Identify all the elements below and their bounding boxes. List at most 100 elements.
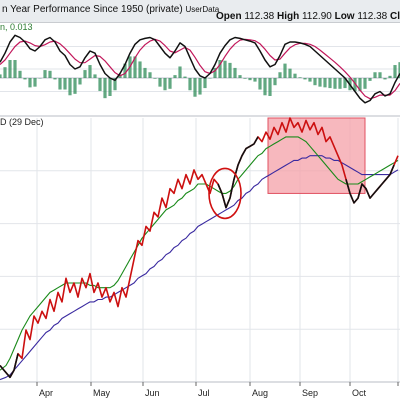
macd-histogram-bar (208, 78, 212, 79)
macd-histogram-bar (328, 78, 332, 89)
low-label: Low (334, 11, 355, 22)
x-tick-label: Sep (302, 388, 318, 398)
macd-histogram-bar (398, 62, 400, 78)
macd-histogram-bar (113, 78, 117, 91)
macd-histogram-bar (143, 67, 147, 78)
macd-histogram-bar (33, 78, 37, 87)
macd-histogram-bar (273, 78, 277, 86)
low-value: 112.38 (357, 11, 388, 22)
macd-line (0, 34, 400, 104)
macd-histogram-bar (358, 78, 362, 91)
chart-title-text: n Year Performance Since 1950 (private) (2, 4, 183, 15)
macd-histogram-bar (203, 78, 207, 89)
macd-histogram-bar (283, 63, 287, 78)
macd-histogram-bar (28, 78, 32, 88)
macd-histogram-bar (318, 78, 322, 87)
x-tick-label: Apr (39, 388, 53, 398)
macd-histogram-bar (388, 75, 392, 78)
macd-histogram-bar (223, 60, 227, 78)
macd-histogram-bar (268, 78, 272, 96)
x-tick-label: Jul (198, 388, 210, 398)
macd-histogram-bar (278, 72, 282, 78)
annotation-circle (208, 167, 242, 220)
macd-histogram-bar (378, 72, 382, 78)
macd-histogram-bar (78, 78, 82, 85)
high-label: High (276, 11, 300, 22)
price-line-black-segment (345, 164, 395, 204)
macd-histogram-bar (153, 78, 157, 79)
x-tick-label: Jun (145, 388, 160, 398)
macd-histogram-bar (8, 60, 12, 78)
macd-histogram-bar (343, 78, 347, 89)
price-legend-label: D (29 Dec) (0, 117, 44, 127)
price-line-black-segment (217, 136, 259, 209)
macd-histogram-bar (43, 70, 47, 78)
macd-histogram-bar (3, 67, 7, 78)
price-line (0, 117, 399, 379)
macd-histogram-bar (253, 78, 257, 82)
macd-histogram-bar (38, 78, 42, 79)
macd-signal-line (0, 38, 400, 100)
x-tick-label: Aug (252, 388, 268, 398)
macd-histogram-bar (238, 75, 242, 78)
macd-histogram-bar (183, 76, 187, 78)
macd-histogram-bar (173, 75, 177, 78)
macd-histogram-bar (323, 78, 327, 88)
macd-histogram-bar (163, 78, 167, 91)
macd-histogram-bar (0, 74, 2, 78)
macd-histogram-bar (373, 72, 377, 78)
macd-histogram-bar (123, 63, 127, 78)
macd-histogram-bar (138, 61, 142, 78)
high-value: 112.90 (301, 11, 332, 22)
macd-histogram-bar (103, 78, 107, 99)
close-label: Close (390, 11, 400, 22)
macd-histogram-bar (68, 78, 72, 96)
macd-histogram-bar (258, 78, 262, 90)
macd-histogram-bar (248, 78, 252, 81)
macd-histogram-bar (53, 78, 57, 80)
macd-histogram-bar (198, 78, 202, 95)
macd-histogram-bar (98, 78, 102, 91)
chart-header: n Year Performance Since 1950 (private) … (0, 0, 400, 23)
macd-histogram-bar (13, 60, 17, 78)
macd-histogram-bar (188, 78, 192, 91)
x-tick-label: May (93, 388, 111, 398)
macd-histogram-bar (48, 70, 52, 78)
macd-histogram-bar (298, 77, 302, 78)
macd-histogram-bar (363, 78, 367, 89)
macd-histogram-bar (338, 78, 342, 89)
macd-histogram-bar (133, 56, 137, 78)
macd-histogram-bar (288, 68, 292, 78)
macd-histogram-bar (333, 78, 337, 89)
macd-histogram-bar (393, 65, 397, 78)
open-label: Open (216, 11, 242, 22)
macd-histogram-bar (308, 78, 312, 82)
ohlc-readout: Open 112.38 High 112.90 Low 112.38 Close… (216, 11, 400, 22)
macd-histogram-bar (353, 78, 357, 91)
macd-histogram-bar (263, 78, 267, 96)
macd-histogram-bar (168, 78, 172, 89)
macd-histogram-bar (23, 78, 27, 80)
macd-histogram-bar (193, 78, 197, 97)
macd-histogram-bar (158, 78, 162, 87)
macd-histogram-bar (178, 66, 182, 78)
macd-histogram-bar (73, 78, 77, 94)
macd-histogram-bar (368, 78, 372, 81)
chart-title-suffix: UserData (185, 5, 220, 14)
macd-histogram-bar (293, 73, 297, 78)
ma-slow-line (0, 155, 399, 381)
macd-histogram-bar (63, 78, 67, 90)
macd-histogram-bar (18, 70, 22, 78)
macd-histogram-bar (213, 67, 217, 78)
macd-histogram-bar (313, 78, 317, 86)
macd-histogram-bar (108, 78, 112, 96)
macd-histogram-bar (148, 72, 152, 78)
macd-histogram-bar (93, 74, 97, 78)
chart-title: n Year Performance Since 1950 (private) … (2, 4, 219, 15)
open-value: 112.38 (244, 11, 275, 22)
macd-histogram-bar (83, 70, 87, 78)
macd-histogram-bar (233, 67, 237, 78)
price-line-black-segment (0, 353, 19, 379)
